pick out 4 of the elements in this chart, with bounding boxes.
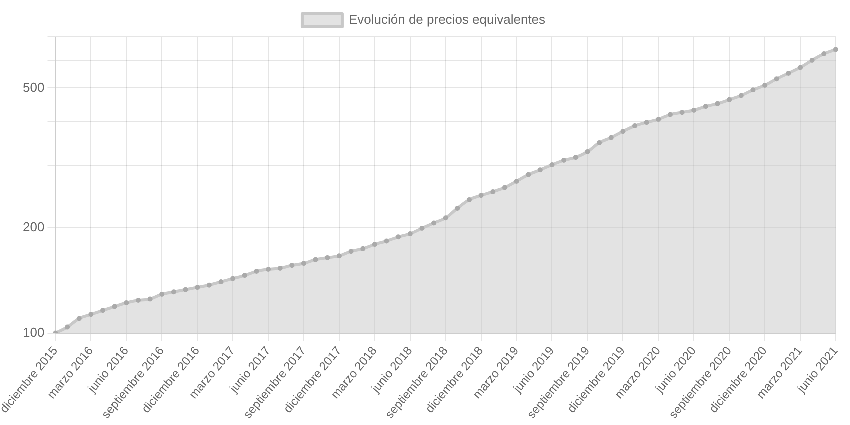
legend-label: Evolución de precios equivalentes [348, 12, 546, 28]
y-tick-label: 200 [23, 219, 45, 234]
y-tick-label: 500 [23, 80, 45, 95]
y-tick-label: 100 [23, 324, 45, 340]
